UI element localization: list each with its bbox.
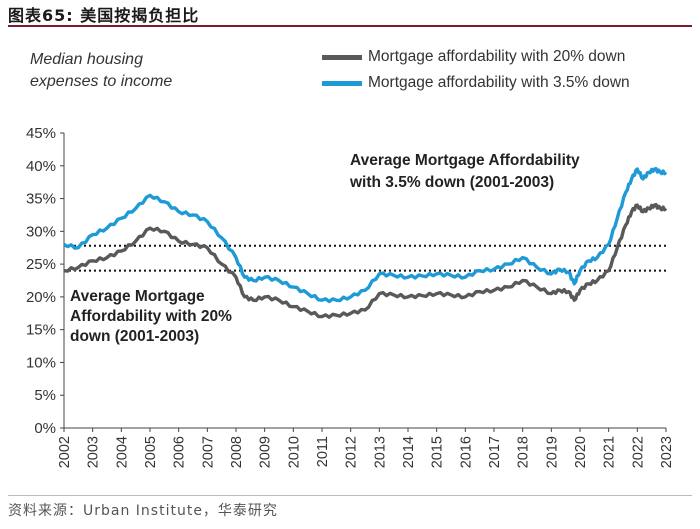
x-tick-label: 2019 xyxy=(544,436,560,468)
x-tick-label: 2003 xyxy=(86,436,102,468)
x-tick-label: 2013 xyxy=(372,436,388,468)
y-tick-label: 5% xyxy=(34,387,56,404)
legend-item-20-down: Mortgage affordability with 20% down xyxy=(322,44,630,70)
x-tick-label: 2002 xyxy=(57,436,73,468)
y-tick-label: 0% xyxy=(34,420,56,437)
x-tick-label: 2016 xyxy=(458,436,474,468)
legend-label-20-down: Mortgage affordability with 20% down xyxy=(368,48,626,65)
y-tick-label: 10% xyxy=(26,354,56,371)
x-tick-label: 2009 xyxy=(258,436,274,468)
legend-item-3.5-down: Mortgage affordability with 3.5% down xyxy=(322,70,630,96)
y-tick-label: 25% xyxy=(26,256,56,273)
figure-title: 图表65: 美国按揭负担比 xyxy=(8,6,200,25)
legend-swatch-3.5-down xyxy=(322,80,362,86)
annotation-20-down-line: Average Mortgage xyxy=(70,288,205,305)
x-tick-label: 2018 xyxy=(516,436,532,468)
y-tick-label: 45% xyxy=(26,125,56,142)
x-tick-label: 2004 xyxy=(114,436,130,468)
x-tick-label: 2014 xyxy=(401,436,417,468)
x-tick-label: 2021 xyxy=(602,436,618,468)
source-note: 资料来源：Urban Institute，华泰研究 xyxy=(8,503,278,519)
legend-swatch-20-down xyxy=(322,54,362,60)
y-tick-label: 35% xyxy=(26,191,56,208)
annotation-20-down-line: down (2001-2003) xyxy=(70,328,199,345)
legend-label-3.5-down: Mortgage affordability with 3.5% down xyxy=(368,74,630,91)
x-tick-label: 2015 xyxy=(430,436,446,468)
annotation-3.5-down-line: with 3.5% down (2001-2003) xyxy=(349,174,554,191)
x-tick-label: 2017 xyxy=(487,436,503,468)
x-tick-label: 2012 xyxy=(344,436,360,468)
x-tick-label: 2005 xyxy=(143,436,159,468)
y-tick-label: 30% xyxy=(26,223,56,240)
legend: Mortgage affordability with 20% down Mor… xyxy=(322,44,630,96)
x-tick-label: 2008 xyxy=(229,436,245,468)
x-tick-label: 2007 xyxy=(200,436,216,468)
y-tick-label: 20% xyxy=(26,289,56,306)
line-chart: 0% 5% 10% 15% 20% 25% 30% 35% 40% 45% 2002 2003 2004… xyxy=(26,125,675,468)
series-line-20-down xyxy=(63,202,668,319)
x-tick-label: 2020 xyxy=(573,436,589,468)
y-tick-label: 15% xyxy=(26,322,56,339)
source-divider xyxy=(8,495,692,496)
annotation-20-down-line: Affordability with 20% xyxy=(70,308,232,325)
annotation-3.5-down-line: Average Mortgage Affordability xyxy=(350,152,580,169)
y-tick-label: 40% xyxy=(26,158,56,175)
x-tick-label: 2011 xyxy=(315,436,331,467)
chart-subtitle: Median housing expenses to income xyxy=(30,51,173,90)
x-tick-label: 2022 xyxy=(630,436,646,468)
title-divider xyxy=(8,25,692,27)
x-tick-label: 2010 xyxy=(286,436,302,468)
x-tick-label: 2023 xyxy=(659,436,675,468)
x-tick-label: 2006 xyxy=(172,436,188,468)
series-line-3.5-down xyxy=(63,166,668,304)
